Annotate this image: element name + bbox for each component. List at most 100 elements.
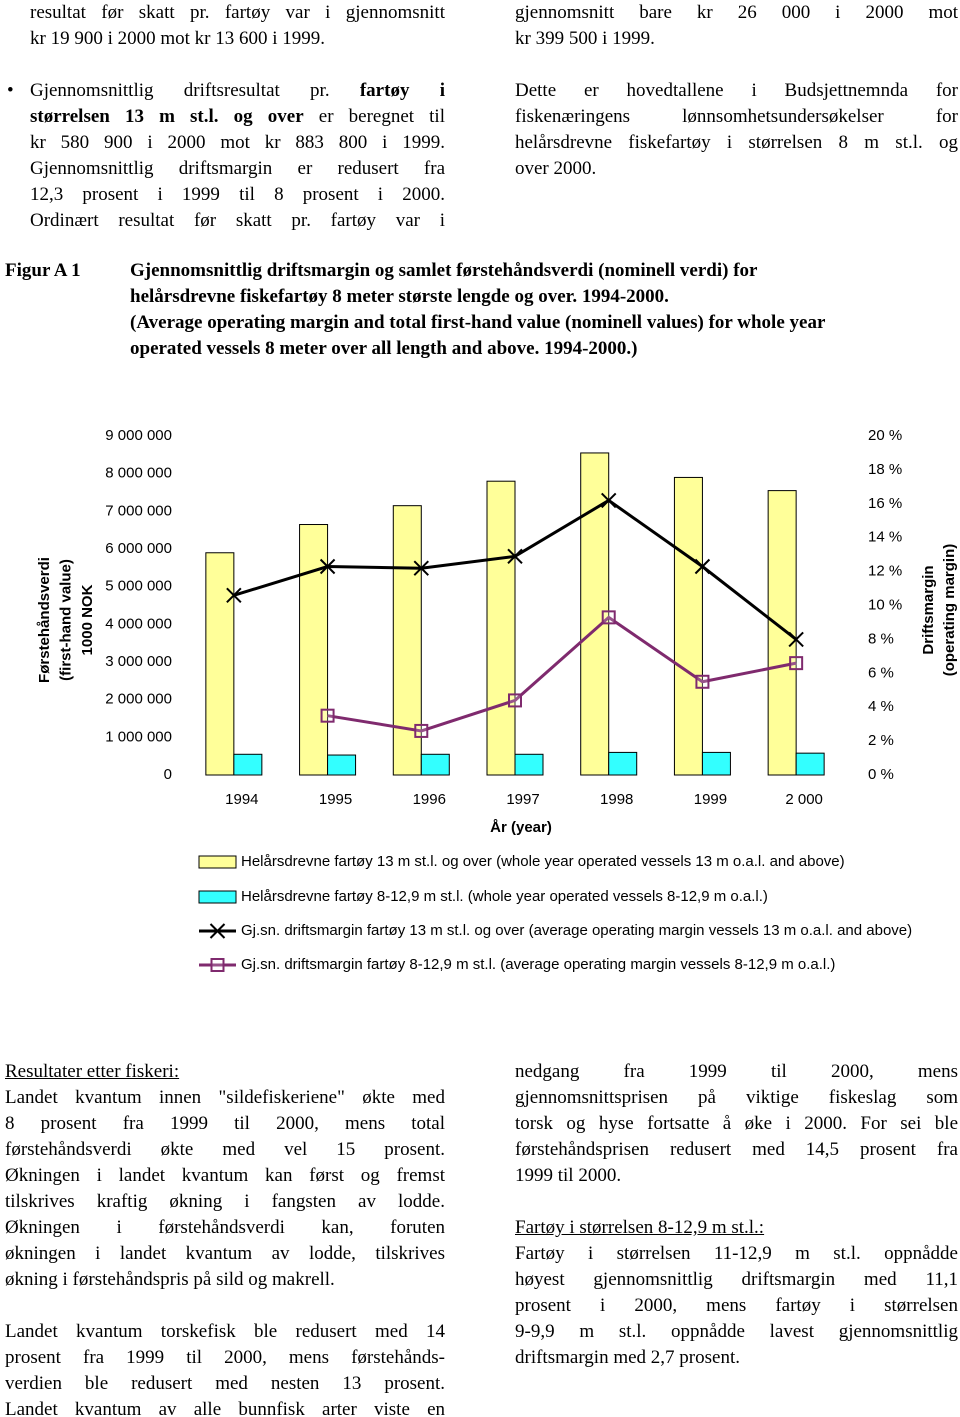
heading: Resultater etter fiskeri: <box>5 1061 180 1082</box>
y2-tick-label: 6 % <box>868 664 894 681</box>
paragraph: Gjennomsnittlig driftsresultat pr. fartø… <box>7 78 445 234</box>
y-tick-label: 4 000 000 <box>105 615 172 632</box>
y2-tick-label: 2 % <box>868 732 894 749</box>
marker <box>413 560 429 576</box>
y-tick-label: 3 000 000 <box>105 653 172 670</box>
text-line: operated vessels 8 meter over all length… <box>130 338 638 359</box>
text-line: resultat før skatt pr. fartøy var i gjen… <box>30 2 445 23</box>
text-column: nedgang fra 1999 til 2000, mens gjennomsn… <box>515 1059 958 1397</box>
marker <box>414 723 429 738</box>
marker <box>601 492 617 509</box>
x-tick-label: 1999 <box>694 791 727 808</box>
y2-tick-label: 14 % <box>868 529 902 546</box>
legend-label: Helårsdrevne fartøy 8-12,9 m st.l. (whol… <box>241 888 768 905</box>
bar <box>233 753 263 776</box>
text-line: Landet kvantum torskefisk ble redusert m… <box>5 1321 445 1342</box>
text-line: gjennomsnitt bare kr 26 000 i 2000 mot <box>515 2 958 23</box>
y-tick-label: 8 000 000 <box>105 465 172 482</box>
text-line: førstehåndsverdi økte med vel 15 prosent… <box>5 1139 445 1160</box>
paragraph: nedgang fra 1999 til 2000, mens gjennomsn… <box>515 1059 958 1189</box>
y2-axis-label: (operating margin) <box>941 544 958 677</box>
x-tick-label: 1994 <box>225 791 258 808</box>
x-axis-label: År (year) <box>490 819 552 836</box>
paragraph: Fartøy i størrelsen 8-12,9 m st.l.: Fartø… <box>515 1215 958 1371</box>
text-line: kr 399 500 i 1999. <box>515 28 655 49</box>
marker <box>210 958 225 972</box>
y2-axis-label: Driftsmargin <box>920 565 937 654</box>
x-tick-label: 1995 <box>319 791 352 808</box>
y-axis-label: 1000 NOK <box>79 584 96 655</box>
marker <box>601 610 616 625</box>
text-line: økning i førstehåndspris på sild og makr… <box>5 1269 335 1290</box>
paragraph: resultat før skatt pr. fartøy var i gjen… <box>30 0 445 52</box>
text-line: 1999 til 2000. <box>515 1165 622 1186</box>
y-tick-label: 7 000 000 <box>105 502 172 519</box>
text-line: Gjennomsnittlig driftsresultat pr. fartø… <box>30 78 445 104</box>
marker <box>226 587 242 604</box>
text-line: Økningen i landet kvantum kan først og f… <box>5 1165 445 1186</box>
text-line: verdien ble redusert med nesten 13 prose… <box>5 1373 445 1394</box>
y2-tick-label: 18 % <box>868 461 902 478</box>
y-tick-label: 2 000 000 <box>105 691 172 708</box>
text-line: 12,3 prosent i 1999 til 8 prosent i 2000… <box>30 184 445 205</box>
text-line: helårsdrevne fiskefartøy 8 meter største… <box>130 286 669 307</box>
text-line: fiskenæringens lønnsomhetsundersøkelser … <box>515 106 958 127</box>
x-tick-label: 1997 <box>506 791 539 808</box>
bar <box>205 552 235 776</box>
y2-tick-label: 4 % <box>868 698 894 715</box>
y2-tick-label: 0 % <box>868 766 894 783</box>
text-line: Fartøy i størrelsen 11-12,9 m st.l. oppn… <box>515 1243 958 1264</box>
text-line: over 2000. <box>515 158 597 179</box>
text-run: fartøy i <box>359 80 445 101</box>
figure-label: Figur A 1 <box>5 260 81 281</box>
y-tick-label: 5 000 000 <box>105 578 172 595</box>
text-line: førstehåndsprisen redusert med 14,5 pros… <box>515 1139 958 1160</box>
bar <box>767 490 797 776</box>
marker <box>507 548 523 565</box>
paragraph: gjennomsnitt bare kr 26 000 i 2000 mot kr… <box>515 0 958 52</box>
text-line: 8 prosent fra 1999 til 2000, mens total <box>5 1113 445 1134</box>
text-run: størrelsen 13 m st.l. og over <box>30 106 304 127</box>
text-line: helårsdrevne fiskefartøy i størrelsen 8 … <box>515 132 958 153</box>
legend-label: Gj.sn. driftsmargin fartøy 8-12,9 m st.l… <box>241 956 835 973</box>
text-line: Dette er hovedtallene i Budsjettnemnda f… <box>515 80 958 101</box>
text-line: Økningen i førstehåndsverdi kan, foruten <box>5 1217 445 1238</box>
text-line: Gjennomsnittlig driftsmargin og samlet f… <box>130 260 758 281</box>
y-tick-label: 1 000 000 <box>105 728 172 745</box>
y2-tick-label: 8 % <box>868 630 894 647</box>
y-axis-label: Førstehåndsverdi <box>36 557 53 683</box>
marker <box>508 693 522 708</box>
marker <box>209 923 226 939</box>
legend-label: Helårsdrevne fartøy 13 m st.l. og over (… <box>241 853 845 870</box>
text-run: Gjennomsnittlig driftsresultat pr. <box>30 80 360 101</box>
bar <box>795 752 825 776</box>
bar <box>514 753 544 776</box>
text-line: tilskrives kraftig økning i fangsten av … <box>5 1191 445 1212</box>
bar <box>608 751 638 776</box>
y-axis-label: (first-hand value) <box>57 559 74 681</box>
y-tick-label: 0 <box>164 766 172 783</box>
marker <box>695 674 710 689</box>
bar <box>701 751 731 776</box>
text-column: Resultater etter fiskeri: Landet kvantum … <box>5 1059 445 1417</box>
bar <box>580 452 610 776</box>
bar <box>673 476 703 776</box>
chart: 0 1 000 000 2 000 000 3 000 000 4 000 000 5 0… <box>36 427 958 973</box>
text-line: prosent fra 1999 til 2000, mens førstehå… <box>5 1347 445 1368</box>
y2-tick-label: 12 % <box>868 563 902 580</box>
x-tick-label: 1998 <box>600 791 633 808</box>
text-line: Landet kvantum av alle bunnfisk arter vi… <box>5 1399 445 1417</box>
x-tick-label: 1996 <box>413 791 446 808</box>
marker <box>788 631 804 648</box>
legend-swatch <box>198 855 237 869</box>
text-line: Ordinært resultat før skatt pr. fartøy v… <box>30 210 445 231</box>
bar <box>420 753 450 776</box>
y2-tick-label: 16 % <box>868 495 902 512</box>
text-line: Landet kvantum innen "sildefiskeriene" ø… <box>5 1087 445 1108</box>
text-line: prosent i 2000, mens fartøy i størrelsen <box>515 1295 958 1316</box>
line <box>327 615 797 733</box>
paragraph: Dette er hovedtallene i Budsjettnemnda f… <box>515 78 958 182</box>
text-line: driftsmargin med 2,7 prosent. <box>515 1347 740 1368</box>
text-line: torsk og hyse fortsatte å øke i 2000. Fo… <box>515 1113 958 1134</box>
text-line: 9-9,9 m st.l. oppnådde lavest gjennomsni… <box>515 1321 958 1342</box>
